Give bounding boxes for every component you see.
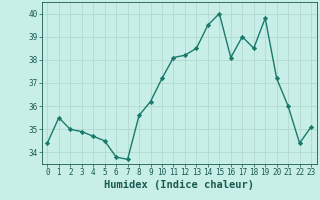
X-axis label: Humidex (Indice chaleur): Humidex (Indice chaleur)	[104, 180, 254, 190]
